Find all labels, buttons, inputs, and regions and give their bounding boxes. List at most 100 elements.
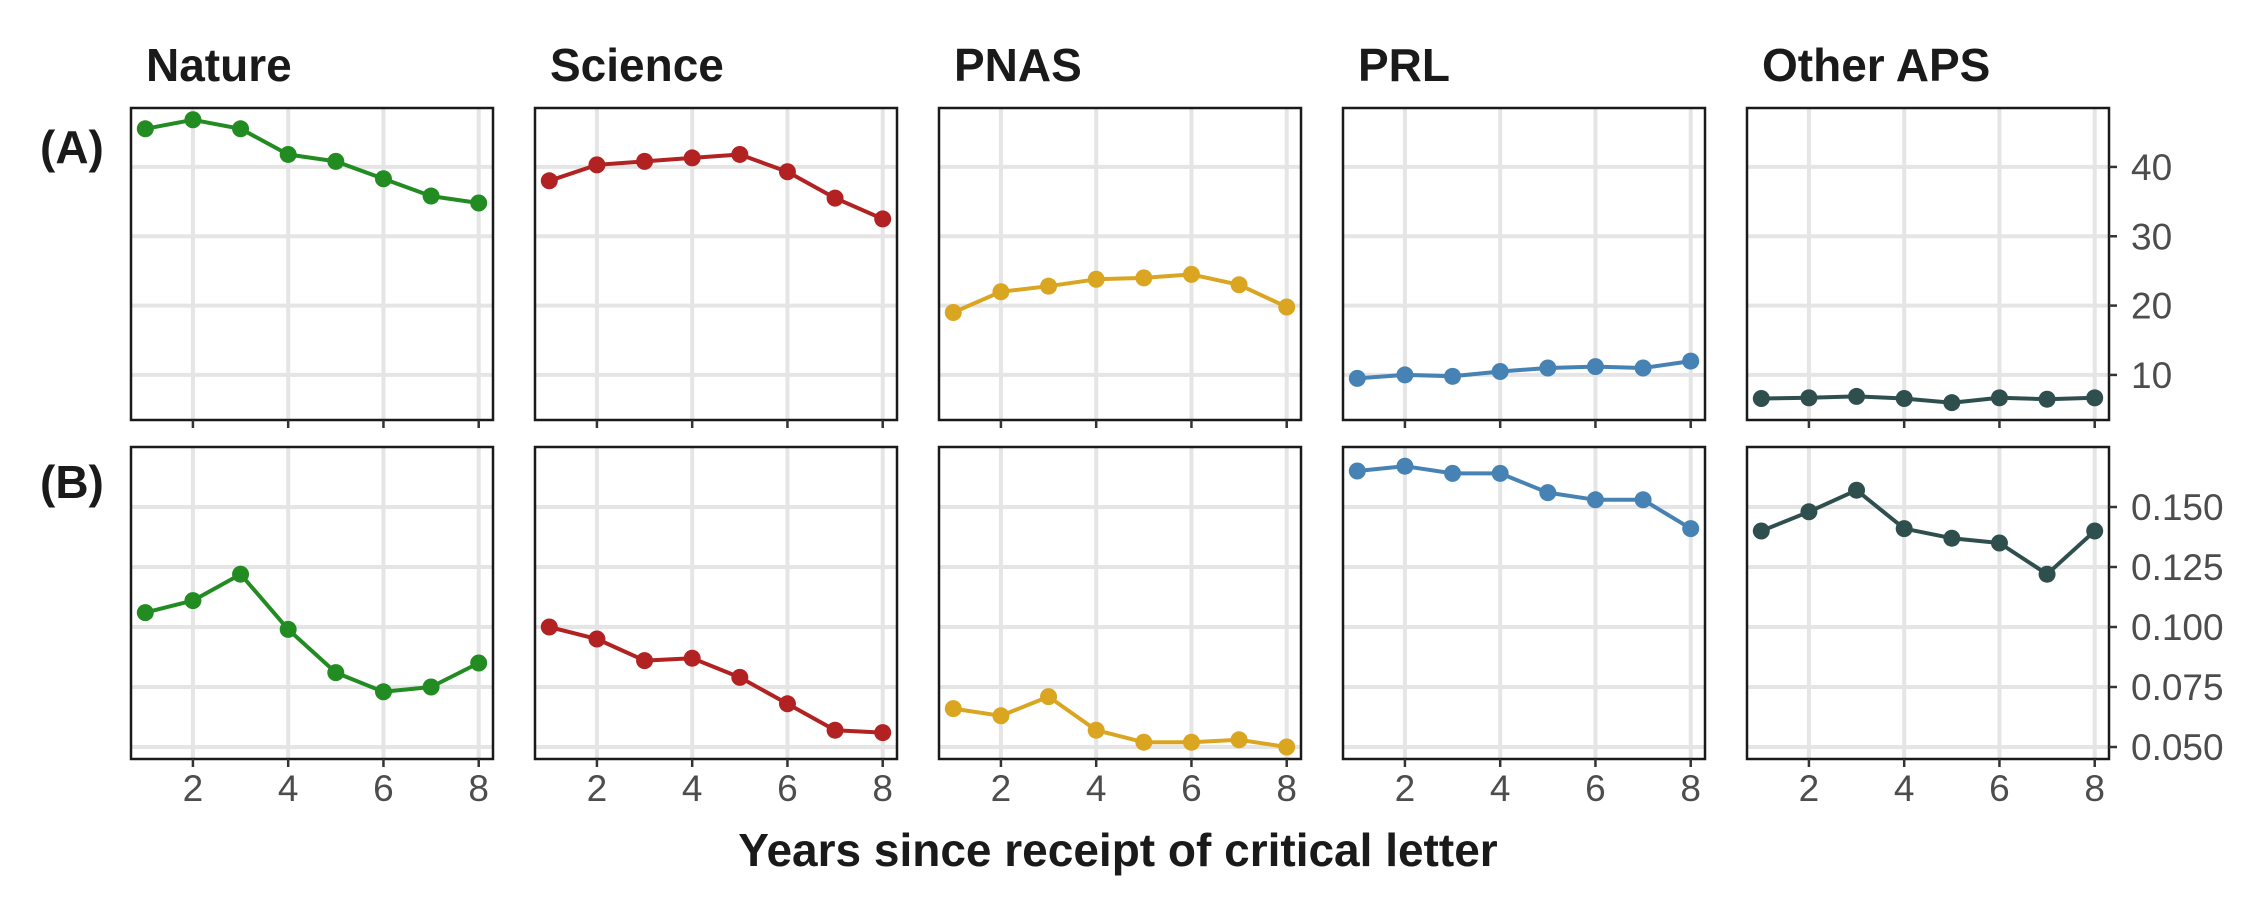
y-tick-label: 0.125 <box>2131 547 2224 588</box>
x-tick-label: 4 <box>1894 768 1915 809</box>
data-point <box>2038 565 2056 583</box>
data-point <box>540 618 558 636</box>
data-point <box>1491 362 1509 380</box>
data-point <box>992 707 1010 725</box>
data-point <box>778 163 796 181</box>
x-tick-label: 6 <box>373 768 394 809</box>
data-point <box>1634 491 1652 509</box>
data-point <box>1990 389 2008 407</box>
x-tick-label: 4 <box>1086 768 1107 809</box>
x-tick-label: 2 <box>183 768 204 809</box>
data-point <box>874 210 892 228</box>
panel-a-science <box>533 106 899 428</box>
data-point <box>1848 481 1866 499</box>
data-point <box>683 149 701 167</box>
panel-b-nature <box>129 445 495 767</box>
data-point <box>1634 359 1652 377</box>
panel-border <box>937 106 1303 422</box>
data-point <box>683 649 701 667</box>
panel-border <box>937 445 1303 761</box>
x-tick-label: 4 <box>1490 768 1511 809</box>
data-point <box>1990 534 2008 552</box>
panel-border <box>1745 445 2111 761</box>
y-tick-label: 0.150 <box>2131 487 2224 528</box>
data-point <box>1682 520 1700 538</box>
data-point <box>136 120 154 138</box>
data-point <box>1752 522 1770 540</box>
data-point <box>1396 366 1414 384</box>
x-tick-label: 8 <box>1276 768 1297 809</box>
series-line-other-aps <box>1760 488 2097 577</box>
row-label-a: (A) <box>40 121 104 173</box>
data-point <box>874 724 892 742</box>
data-point <box>1491 464 1509 482</box>
data-point <box>1895 390 1913 408</box>
y-tick-label: 10 <box>2131 355 2172 396</box>
data-point <box>1752 390 1770 408</box>
panel-b-science <box>533 445 899 767</box>
data-point <box>1087 721 1105 739</box>
x-tick-label: 4 <box>682 768 703 809</box>
x-tick-label: 6 <box>777 768 798 809</box>
data-point <box>1040 277 1058 295</box>
data-point <box>1348 369 1366 387</box>
x-tick-label: 8 <box>468 768 489 809</box>
data-point <box>1040 688 1058 706</box>
data-point <box>588 156 606 174</box>
data-point <box>184 111 202 129</box>
data-point <box>1895 520 1913 538</box>
data-point <box>1087 270 1105 288</box>
x-tick-label: 6 <box>1181 768 1202 809</box>
data-point <box>279 145 297 163</box>
data-point <box>731 145 749 163</box>
data-point <box>944 304 962 322</box>
x-tick-label: 6 <box>1989 768 2010 809</box>
column-title-science: Science <box>550 39 724 91</box>
x-tick-label: 8 <box>872 768 893 809</box>
data-point <box>636 152 654 170</box>
data-point <box>1800 389 1818 407</box>
data-point <box>1348 462 1366 480</box>
data-point <box>1278 738 1296 756</box>
data-point <box>1230 276 1248 294</box>
panel-a-pnas <box>937 106 1303 428</box>
data-point <box>2038 390 2056 408</box>
data-point <box>136 604 154 622</box>
panel-b-prl <box>1341 445 1707 767</box>
data-point <box>1943 529 1961 547</box>
panel-border <box>1745 106 2111 422</box>
x-tick-label: 4 <box>278 768 299 809</box>
panels <box>129 106 2111 767</box>
data-point <box>1444 464 1462 482</box>
row-labels: (A) (B) <box>40 121 104 508</box>
x-axis-title: Years since receipt of critical letter <box>738 824 1497 876</box>
column-titles: Nature Science PNAS PRL Other APS <box>146 39 1990 91</box>
x-axes: 2 4 6 8 2 4 6 8 2 4 6 8 2 4 6 8 2 4 6 8 <box>183 768 2105 809</box>
x-tick-label: 6 <box>1585 768 1606 809</box>
panel-border <box>1341 106 1707 422</box>
data-point <box>1230 731 1248 749</box>
column-title-prl: PRL <box>1358 39 1450 91</box>
series-line-nature <box>144 572 480 694</box>
data-point <box>232 565 250 583</box>
data-point <box>327 664 345 682</box>
data-point <box>1444 367 1462 385</box>
y-tick-label: 30 <box>2131 216 2172 257</box>
panel-border <box>129 106 495 422</box>
panel-b-other-aps <box>1745 445 2111 767</box>
data-point <box>1135 269 1153 287</box>
row-label-b: (B) <box>40 456 104 508</box>
panel-a-other-aps <box>1745 106 2111 428</box>
data-point <box>944 700 962 718</box>
x-tick-label: 2 <box>991 768 1012 809</box>
y-tick-label: 0.075 <box>2131 667 2224 708</box>
y-tick-label: 20 <box>2131 286 2172 327</box>
x-tick-label: 2 <box>587 768 608 809</box>
data-point <box>2086 389 2104 407</box>
column-title-pnas: PNAS <box>954 39 1082 91</box>
data-point <box>1800 503 1818 521</box>
y-tick-label: 0.100 <box>2131 607 2224 648</box>
panel-border <box>1341 445 1707 761</box>
data-point <box>1682 352 1700 370</box>
x-tick-label: 2 <box>1799 768 1820 809</box>
